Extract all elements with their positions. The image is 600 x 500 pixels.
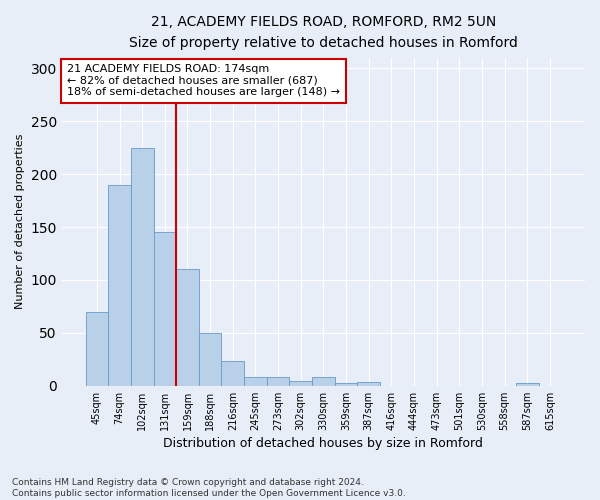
Bar xyxy=(86,312,108,386)
Bar xyxy=(335,382,358,386)
Bar xyxy=(108,184,131,386)
Bar xyxy=(312,378,335,386)
Y-axis label: Number of detached properties: Number of detached properties xyxy=(15,134,25,310)
Bar xyxy=(199,333,221,386)
Bar xyxy=(154,232,176,386)
Bar xyxy=(221,362,244,386)
Bar xyxy=(516,382,539,386)
Bar xyxy=(244,378,267,386)
Bar xyxy=(358,382,380,386)
Text: 21 ACADEMY FIELDS ROAD: 174sqm
← 82% of detached houses are smaller (687)
18% of: 21 ACADEMY FIELDS ROAD: 174sqm ← 82% of … xyxy=(67,64,340,98)
Text: Contains HM Land Registry data © Crown copyright and database right 2024.
Contai: Contains HM Land Registry data © Crown c… xyxy=(12,478,406,498)
Bar xyxy=(267,378,289,386)
Title: 21, ACADEMY FIELDS ROAD, ROMFORD, RM2 5UN
Size of property relative to detached : 21, ACADEMY FIELDS ROAD, ROMFORD, RM2 5U… xyxy=(129,15,518,50)
Bar xyxy=(131,148,154,386)
Bar xyxy=(289,380,312,386)
X-axis label: Distribution of detached houses by size in Romford: Distribution of detached houses by size … xyxy=(163,437,484,450)
Bar xyxy=(176,270,199,386)
